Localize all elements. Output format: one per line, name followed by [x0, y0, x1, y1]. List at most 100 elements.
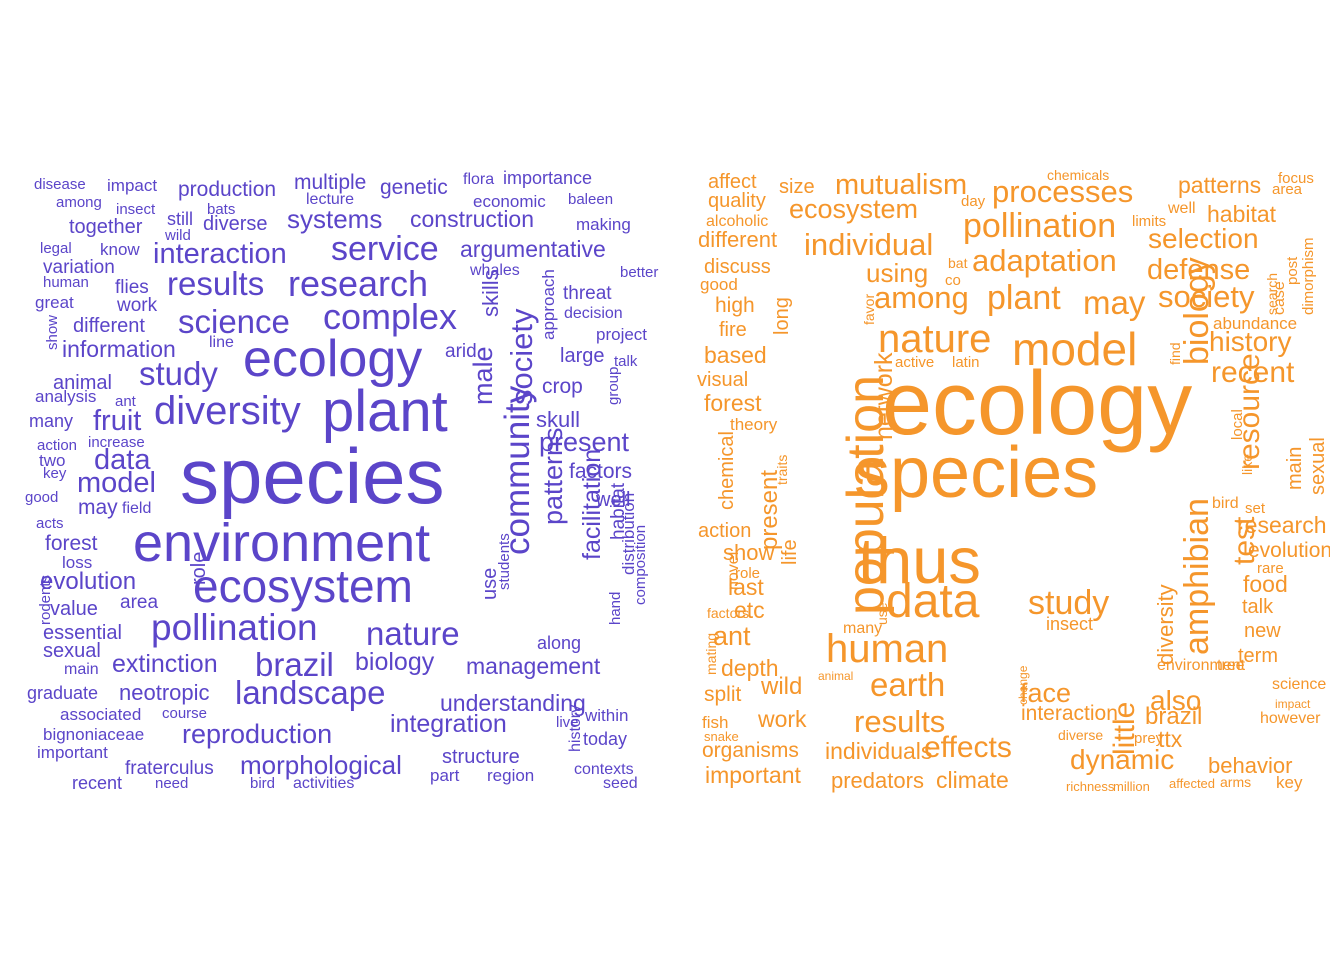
right-word-last: last — [728, 574, 764, 600]
left-word-biology: biology — [355, 648, 435, 676]
left-word-variation: variation — [43, 257, 115, 278]
left-word-insect: insect — [116, 201, 156, 218]
left-word-evolution: evolution — [40, 568, 137, 595]
left-word-region: region — [487, 766, 535, 785]
right-word-co: co — [945, 272, 961, 289]
right-word-factors: factors — [707, 605, 750, 621]
left-word-among: among — [56, 194, 102, 211]
right-word-long: long — [771, 297, 793, 335]
left-word-key: key — [43, 465, 67, 482]
right-word-study: study — [1028, 584, 1110, 622]
right-word-ecology: ecology — [882, 354, 1193, 454]
left-word-along: along — [537, 633, 582, 653]
right-word-prey: prey — [1134, 730, 1164, 747]
left-word-plant: plant — [322, 379, 448, 444]
left-word-structure: structure — [442, 746, 520, 768]
right-word-insect: insect — [1046, 614, 1094, 634]
left-word-great: great — [35, 293, 74, 312]
left-word-study: study — [139, 355, 218, 392]
left-word-main: main — [64, 661, 99, 678]
left-word-importance: importance — [503, 168, 593, 188]
left-word-results: results — [167, 265, 265, 302]
left-word-threat: threat — [563, 283, 612, 304]
left-word-good: good — [25, 489, 59, 506]
right-word-data: data — [886, 575, 980, 628]
right-word-thus: thus — [858, 524, 981, 597]
word-cloud-right: affect size mutualism processes chemicals pat… — [690, 165, 1330, 800]
left-word-bignoniaceae: bignoniaceae — [43, 725, 145, 744]
left-word-well: well — [596, 489, 631, 511]
left-word-crop: crop — [542, 375, 583, 398]
right-word-mating: mating — [703, 632, 719, 675]
left-word-show: show — [44, 314, 61, 350]
left-word-essential: essential — [43, 622, 122, 644]
right-word-talk: talk — [1242, 596, 1274, 618]
right-word-species: species — [854, 433, 1099, 513]
left-word-impact: impact — [107, 176, 158, 195]
right-word-search: search — [1264, 272, 1280, 315]
left-word-ecosystem: ecosystem — [193, 560, 413, 612]
left-word-extinction: extinction — [112, 650, 218, 678]
left-word-economic: economic — [473, 192, 546, 211]
left-word-two: two — [39, 451, 66, 470]
left-word-line: line — [209, 334, 234, 351]
right-word-alcoholic: alcoholic — [706, 213, 769, 230]
left-word-hand: hand — [607, 591, 624, 625]
left-word-complex: complex — [323, 296, 458, 337]
left-word-seed: seed — [603, 775, 638, 792]
left-word-information: information — [62, 336, 176, 362]
left-word-management: management — [466, 653, 601, 679]
left-word-pollination: pollination — [151, 607, 318, 648]
left-word-multiple: multiple — [294, 171, 367, 194]
right-word-ecosystem: ecosystem — [789, 194, 919, 224]
right-word-discuss: discuss — [704, 256, 771, 278]
left-word-arid: arid — [445, 341, 477, 362]
left-word-many: many — [29, 411, 74, 431]
right-word-area: area — [1272, 181, 1303, 198]
left-word-action: action — [37, 437, 78, 454]
left-word-together: together — [69, 216, 143, 238]
left-word-sexual: sexual — [43, 640, 101, 662]
right-word-new: new — [1244, 620, 1281, 642]
right-word-using: using — [866, 258, 929, 288]
left-word-systems: systems — [287, 204, 383, 234]
right-word-high: high — [715, 294, 755, 317]
left-word-part: part — [430, 766, 460, 785]
left-word-argumentative: argumentative — [460, 236, 606, 262]
left-word-skull: skull — [536, 407, 581, 432]
left-word-ant: ant — [115, 393, 136, 410]
left-word-understanding: understanding — [440, 690, 586, 716]
left-word-science: science — [178, 303, 290, 340]
left-word-within: within — [585, 706, 629, 725]
right-word-individuals: individuals — [825, 738, 933, 764]
left-word-making: making — [576, 215, 631, 234]
left-word-loss: loss — [62, 553, 93, 572]
left-word-project: project — [596, 325, 648, 344]
right-word-active: active — [895, 354, 935, 371]
right-word-like: like — [1239, 453, 1255, 475]
right-word-traits: traits — [774, 454, 790, 485]
right-word-size: size — [779, 176, 815, 198]
left-word-field: field — [122, 500, 152, 517]
right-word-impact: impact — [1275, 697, 1311, 711]
left-word-work: work — [117, 295, 158, 316]
left-word-construction: construction — [410, 206, 535, 232]
right-word-animal: animal — [818, 669, 854, 683]
right-word-human: human — [826, 627, 949, 671]
left-word-nature: nature — [366, 615, 460, 652]
left-word-approach: approach — [539, 269, 558, 340]
right-word-however: however — [1260, 710, 1321, 727]
right-word-day: day — [961, 193, 986, 210]
right-word-patterns: patterns — [1178, 172, 1262, 198]
left-word-species: species — [180, 432, 445, 520]
left-word-facilitation: facilitation — [578, 448, 606, 560]
right-word-selection: selection — [1148, 223, 1259, 254]
right-word-many: many — [843, 620, 883, 637]
right-word-brazil: brazil — [1145, 703, 1203, 730]
right-word-different: different — [698, 227, 778, 252]
left-word-community: community — [498, 385, 537, 555]
right-word-recent: recent — [1211, 356, 1295, 389]
left-word-research: research — [288, 263, 429, 304]
left-word-large: large — [560, 345, 605, 367]
right-word-chemicals: chemicals — [1047, 167, 1110, 183]
